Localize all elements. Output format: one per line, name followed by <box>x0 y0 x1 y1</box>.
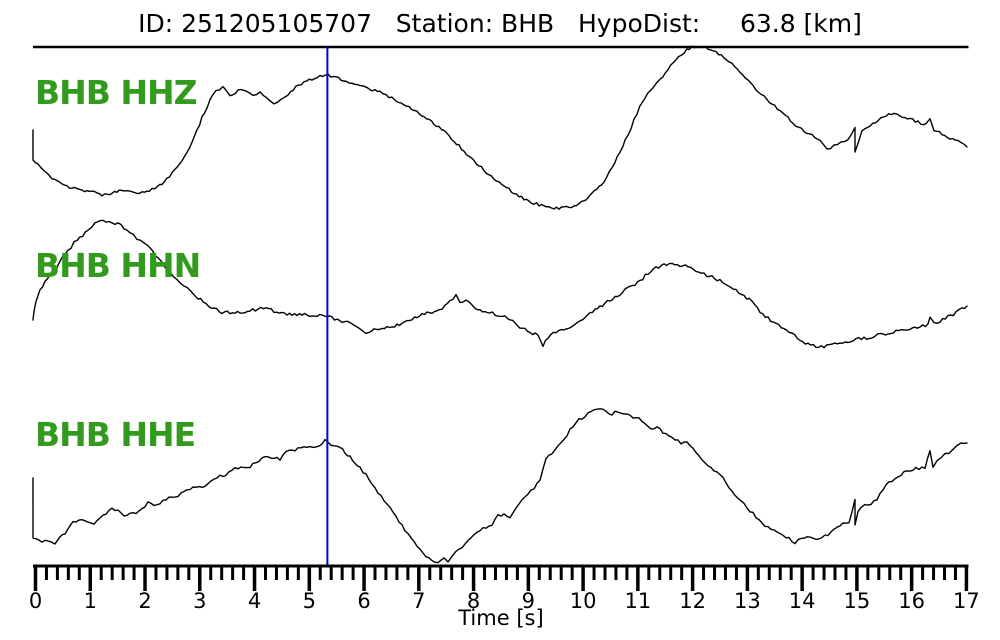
x-tick-label-0: 0 <box>28 589 43 613</box>
waveform-trace-hhe <box>32 408 968 564</box>
x-tick-label-13: 13 <box>734 589 761 613</box>
x-tick-label-7: 7 <box>412 589 426 613</box>
x-tick-label-16: 16 <box>898 589 926 613</box>
waveform-trace-hhz <box>32 45 968 210</box>
x-tick-label-3: 3 <box>193 589 207 613</box>
x-tick-label-10: 10 <box>569 589 597 613</box>
x-tick-label-15: 15 <box>843 589 871 613</box>
channel-label-hhe: BHB HHE <box>35 415 196 454</box>
x-axis-label: Time [s] <box>458 606 544 630</box>
x-tick-label-5: 5 <box>302 589 316 613</box>
x-tick-label-17: 17 <box>953 589 980 613</box>
channel-label-hhz: BHB HHZ <box>35 73 198 112</box>
figure-title: ID: 251205105707 Station: BHB HypoDist: … <box>138 9 862 38</box>
channel-label-hhn: BHB HHN <box>35 246 201 285</box>
waveform-trace-hhn <box>32 219 968 349</box>
x-tick-label-11: 11 <box>624 589 652 613</box>
x-tick-label-1: 1 <box>83 589 97 613</box>
x-tick-label-9: 9 <box>521 589 536 613</box>
x-tick-label-14: 14 <box>788 589 816 613</box>
x-tick-label-8: 8 <box>466 589 481 613</box>
x-tick-label-4: 4 <box>247 589 262 613</box>
x-tick-label-6: 6 <box>357 589 371 613</box>
x-tick-label-12: 12 <box>679 589 706 613</box>
x-tick-label-2: 2 <box>138 589 152 613</box>
